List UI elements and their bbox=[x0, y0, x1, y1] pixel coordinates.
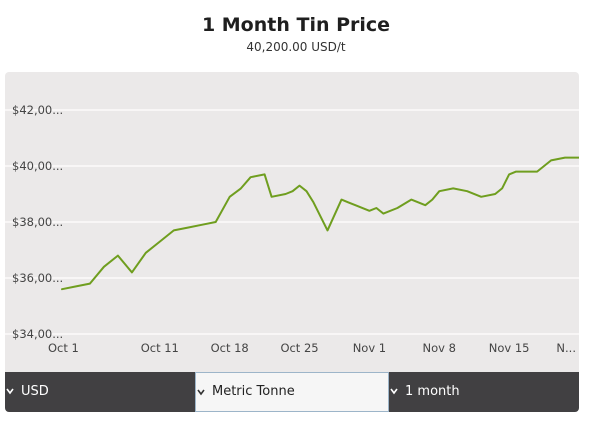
currency-value: USD bbox=[21, 384, 49, 399]
y-tick-label: $36,00... bbox=[12, 271, 63, 285]
y-tick-label: $40,00... bbox=[12, 159, 63, 173]
x-tick-label: Oct 25 bbox=[280, 341, 318, 355]
x-tick-label: Oct 18 bbox=[211, 341, 249, 355]
x-tick-label: Oct 11 bbox=[141, 341, 179, 355]
chart-title: 1 Month Tin Price bbox=[201, 14, 391, 36]
y-tick-label: $42,00... bbox=[12, 103, 63, 117]
chart-panel: $34,00... $36,00... $38,00... $40,00... $42,… bbox=[5, 72, 579, 372]
current-price: 40,200.00 USD/t bbox=[246, 40, 346, 54]
x-tick-label: Nov 15 bbox=[489, 341, 530, 355]
x-tick-label: Oct 1 bbox=[48, 341, 79, 355]
unit-select[interactable]: Metric Tonne bbox=[195, 372, 389, 412]
chevron-down-icon bbox=[197, 389, 205, 396]
period-value: 1 month bbox=[405, 384, 460, 399]
period-select[interactable]: 1 month bbox=[389, 372, 579, 412]
unit-value: Metric Tonne bbox=[212, 384, 295, 399]
chart-controls: USD Metric Tonne 1 month bbox=[5, 372, 579, 412]
series-line bbox=[61, 156, 579, 291]
x-tick-label: Nov 1 bbox=[353, 341, 386, 355]
currency-select[interactable]: USD bbox=[5, 372, 195, 412]
x-tick-label: Nov 8 bbox=[423, 341, 456, 355]
price-chart: $34,00... $36,00... $38,00... $40,00... $42,… bbox=[5, 103, 579, 355]
x-tick-label: N... bbox=[556, 341, 576, 355]
y-tick-label: $34,00... bbox=[12, 327, 63, 341]
chevron-down-icon bbox=[390, 388, 398, 395]
y-tick-label: $38,00... bbox=[12, 215, 63, 229]
chevron-down-icon bbox=[6, 388, 14, 395]
